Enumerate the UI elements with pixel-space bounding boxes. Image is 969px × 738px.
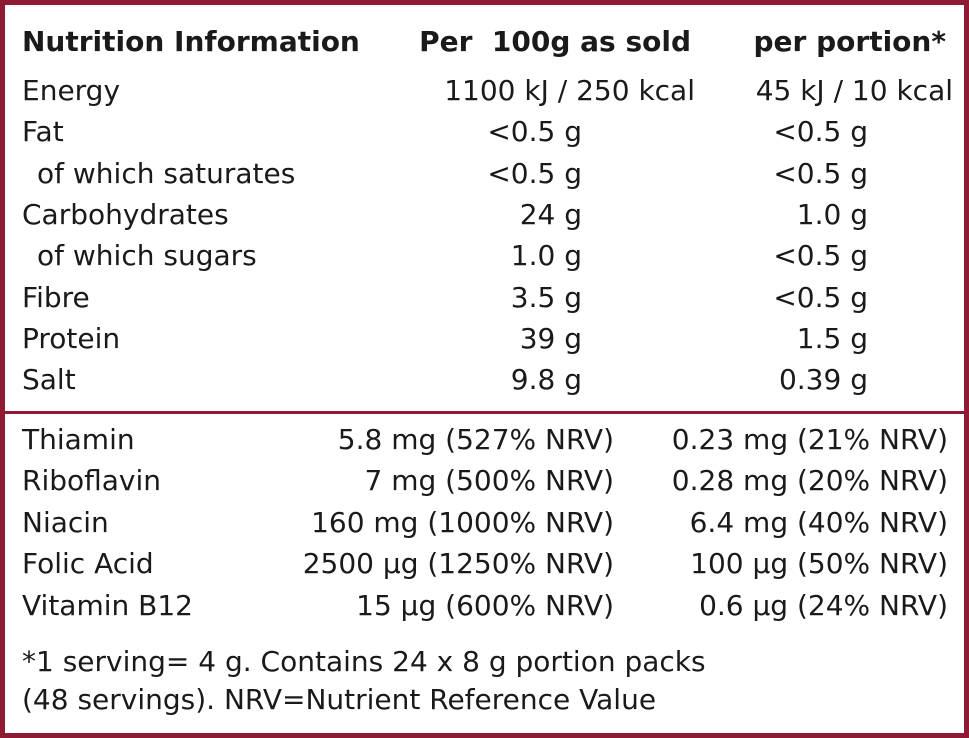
divider: [5, 411, 964, 414]
row-label: Folic Acid: [22, 547, 154, 581]
header-title: Nutrition Information: [22, 25, 360, 58]
header-per-portion: per portion*: [753, 25, 946, 58]
row-label: Salt: [22, 363, 76, 397]
footnote-line: *1 serving= 4 g. Contains 24 x 8 g porti…: [22, 645, 706, 678]
per-portion-value: 0.28 mg (20% NRV): [671, 464, 948, 498]
footnote-line: (48 servings). NRV=Nutrient Reference Va…: [22, 683, 657, 716]
per-100g-value: 3.5 g: [510, 280, 582, 314]
per-100g-value: 15 µg (600% NRV): [356, 588, 614, 622]
per-100g-value: 5.8 mg (527% NRV): [337, 423, 614, 456]
per-portion-value: 0.39 g: [778, 363, 868, 397]
per-portion-value: 45 kJ / 10 kcal: [755, 74, 953, 107]
row-label: Riboflavin: [22, 464, 162, 498]
per-portion-value: <0.5 g: [773, 115, 868, 149]
per-100g-value: 160 mg (1000% NRV): [311, 505, 614, 539]
row-label: of which saturates: [37, 156, 296, 190]
row-label: Protein: [22, 321, 121, 355]
row-label: Energy: [22, 74, 121, 107]
per-100g-value: 7 mg (500% NRV): [364, 464, 614, 498]
per-portion-value: 1.5 g: [796, 321, 868, 355]
per-portion-value: 6.4 mg (40% NRV): [689, 505, 948, 539]
per-100g-value: <0.5 g: [487, 115, 582, 149]
per-100g-value: 1100 kJ / 250 kcal: [444, 74, 695, 107]
row-label: Niacin: [22, 505, 109, 539]
per-portion-value: <0.5 g: [773, 239, 868, 273]
per-100g-value: 9.8 g: [510, 363, 582, 397]
per-portion-value: 1.0 g: [796, 197, 868, 231]
per-portion-value: 100 µg (50% NRV): [690, 547, 948, 581]
row-label: Thiamin: [22, 423, 135, 456]
header-per-100g: Per 100g as sold: [419, 25, 691, 58]
per-portion-value: <0.5 g: [773, 156, 868, 190]
per-100g-value: 39 g: [519, 321, 582, 355]
per-100g-value: 2500 µg (1250% NRV): [302, 547, 614, 581]
per-portion-value: <0.5 g: [773, 280, 868, 314]
row-label: Vitamin B12: [22, 588, 193, 622]
per-100g-value: 24 g: [519, 197, 582, 231]
per-100g-value: <0.5 g: [487, 156, 582, 190]
per-portion-value: 0.23 mg (21% NRV): [671, 423, 948, 456]
row-label: Fat: [22, 115, 64, 149]
per-100g-value: 1.0 g: [510, 239, 582, 273]
per-portion-value: 0.6 µg (24% NRV): [699, 588, 948, 622]
row-label: of which sugars: [37, 239, 257, 273]
row-label: Fibre: [22, 280, 90, 314]
row-label: Carbohydrates: [22, 197, 229, 231]
